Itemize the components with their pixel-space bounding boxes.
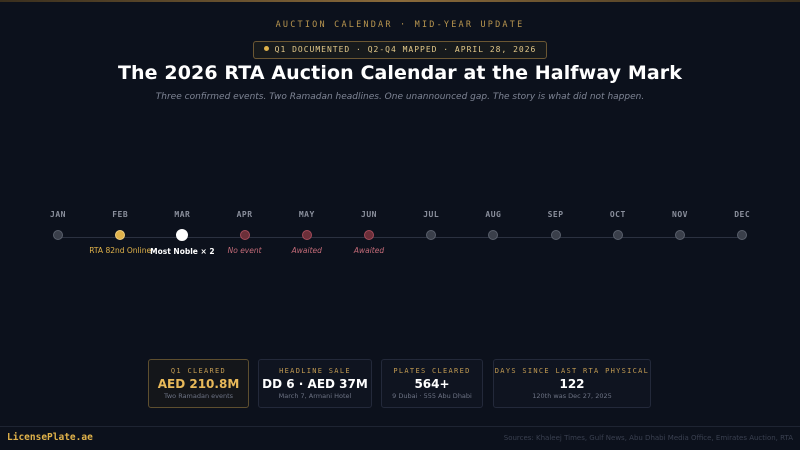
- stat-value: 122: [559, 377, 585, 391]
- stat-label: HEADLINE SALE: [279, 367, 351, 375]
- month-name: DEC: [734, 210, 751, 219]
- month-marker-icon[interactable]: [364, 230, 374, 240]
- month-name: AUG: [485, 210, 502, 219]
- stat-note: March 7, Armani Hotel: [278, 392, 352, 400]
- month-name: JUL: [423, 210, 440, 219]
- month-feb[interactable]: FEB RTA 82nd Online: [89, 210, 151, 256]
- month-event-label: Awaited: [353, 246, 385, 255]
- month-name: FEB: [112, 210, 129, 219]
- month-marker-icon[interactable]: [612, 230, 623, 240]
- q1-cleared-card: Q1 CLEARED AED 210.8M Two Ramadan events: [148, 359, 249, 408]
- month-dec[interactable]: DEC: [712, 210, 772, 256]
- month-marker-icon[interactable]: [737, 230, 748, 240]
- month-oct[interactable]: OCT: [588, 210, 648, 256]
- month-marker-icon[interactable]: [426, 230, 437, 240]
- month-marker-icon[interactable]: [176, 229, 189, 241]
- month-marker-icon[interactable]: [53, 230, 63, 240]
- top-accent-line: [0, 0, 800, 2]
- month-event-label: RTA 82nd Online: [89, 246, 152, 255]
- month-event-label: No event: [227, 246, 262, 255]
- month-event-label: Awaited: [291, 246, 322, 255]
- status-dot-icon: [263, 46, 269, 51]
- month-marker-icon[interactable]: [115, 230, 126, 240]
- month-name: JAN: [50, 210, 66, 219]
- month-name: NOV: [672, 210, 688, 219]
- status-pill-wrap: Q1 DOCUMENTED · Q2-Q4 MAPPED · APRIL 28,…: [0, 37, 800, 59]
- stat-value: DD 6 · AED 37M: [262, 377, 368, 391]
- month-event-label: [692, 246, 792, 256]
- month-name: APR: [236, 210, 253, 219]
- page-title: The 2026 RTA Auction Calendar at the Hal…: [118, 62, 682, 84]
- month-jul[interactable]: JUL: [401, 210, 461, 256]
- days-since-card: DAYS SINCE LAST RTA PHYSICAL 122 120th was…: [493, 359, 651, 408]
- month-jun[interactable]: JUN Awaited: [339, 210, 399, 256]
- sources-note: Sources: Khaleej Times, Gulf News, Abu D…: [503, 434, 793, 442]
- month-event-label: Most Noble × 2: [150, 247, 215, 256]
- stat-value: 564+: [414, 377, 450, 391]
- month-marker-icon[interactable]: [550, 230, 561, 240]
- month-name: MAR: [174, 210, 191, 219]
- headline-sale-card: HEADLINE SALE DD 6 · AED 37M March 7, Arma…: [258, 359, 372, 408]
- month-marker-icon[interactable]: [675, 230, 685, 240]
- month-mar[interactable]: MAR Most Noble × 2: [150, 210, 214, 257]
- eyebrow-label: AUCTION CALENDAR · MID-YEAR UPDATE: [275, 20, 525, 30]
- status-pill-text: Q1 DOCUMENTED · Q2-Q4 MAPPED · APRIL 28,…: [274, 45, 537, 54]
- month-nov[interactable]: NOV: [650, 210, 710, 256]
- status-pill: Q1 DOCUMENTED · Q2-Q4 MAPPED · APRIL 28,…: [252, 41, 548, 59]
- month-name: OCT: [609, 210, 626, 219]
- page-subtitle: Three confirmed events. Two Ramadan head…: [155, 92, 645, 102]
- stat-note: 9 Dubai · 555 Abu Dhabi: [392, 392, 472, 400]
- month-name: SEP: [547, 210, 564, 219]
- stat-label: PLATES CLEARED: [393, 367, 471, 375]
- month-jan[interactable]: JAN: [28, 210, 88, 256]
- stat-note: Two Ramadan events: [163, 392, 234, 400]
- month-name: JUN: [361, 210, 377, 219]
- stat-label: DAYS SINCE LAST RTA PHYSICAL: [494, 367, 650, 375]
- footer-divider: [0, 426, 800, 427]
- month-aug[interactable]: AUG: [463, 210, 523, 256]
- month-name: MAY: [298, 210, 315, 219]
- stat-value: AED 210.8M: [157, 377, 240, 391]
- month-marker-icon[interactable]: [239, 230, 250, 240]
- stat-note: 120th was Dec 27, 2025: [532, 392, 612, 400]
- month-marker-icon[interactable]: [488, 230, 499, 240]
- brand-logo-text[interactable]: LicensePlate.ae: [7, 432, 93, 443]
- plates-cleared-card: PLATES CLEARED 564+ 9 Dubai · 555 Abu Dhab…: [381, 359, 483, 408]
- month-marker-icon[interactable]: [301, 230, 312, 240]
- month-may[interactable]: MAY Awaited: [277, 210, 337, 256]
- month-apr[interactable]: APR No event: [215, 210, 275, 256]
- stat-label: Q1 CLEARED: [170, 367, 227, 375]
- month-sep[interactable]: SEP: [526, 210, 586, 256]
- timeline-axis: [58, 237, 742, 238]
